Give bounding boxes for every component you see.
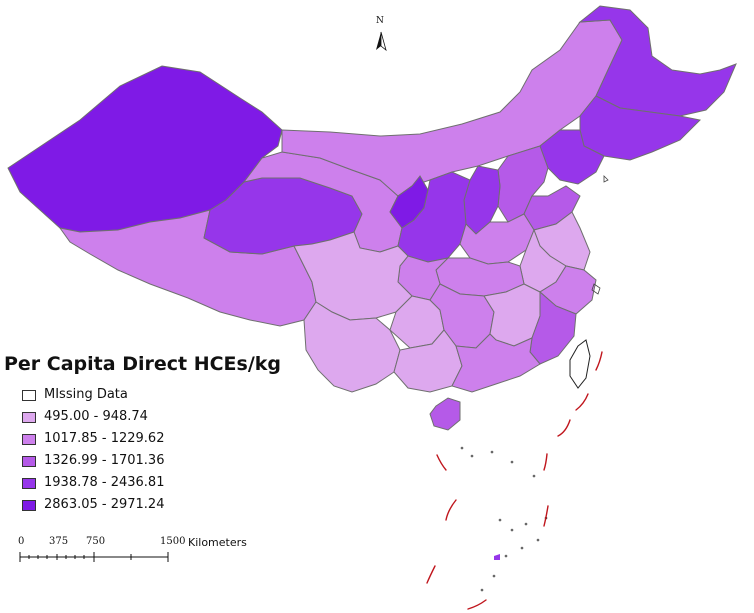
legend-swatch [22, 500, 36, 511]
region-hainan [429, 397, 461, 431]
coastal-islands [460, 175, 609, 592]
legend-label: 1017.85 - 1229.62 [44, 431, 165, 446]
scale-tick-1500: 1500 [160, 536, 186, 547]
legend-swatch [22, 478, 36, 489]
scale-bar-graphic [19, 552, 169, 562]
scale-units: Kilometers [188, 536, 247, 549]
scale-bar: 0 375 750 1500 Kilometers [16, 536, 247, 566]
legend-label: 1938.78 - 2436.81 [44, 475, 165, 490]
legend-swatch [22, 390, 36, 401]
legend-swatch [22, 456, 36, 467]
legend-label: MIssing Data [44, 387, 128, 402]
legend-title: Per Capita Direct HCEs/kg [4, 353, 282, 375]
legend-label: 2863.05 - 2971.24 [44, 497, 165, 512]
island-purple [494, 554, 500, 560]
region-guangdong [451, 333, 541, 393]
region-taiwan [569, 339, 591, 389]
north-label: N [376, 16, 384, 26]
scale-tick-750: 750 [86, 536, 106, 547]
legend-swatch [22, 412, 36, 423]
north-arrow-icon [376, 31, 387, 52]
south-china-sea-dash-line [426, 351, 603, 610]
region-heilongjiang [578, 5, 737, 117]
legend-swatch [22, 434, 36, 445]
legend-label: 1326.99 - 1701.36 [44, 453, 165, 468]
legend-label: 495.00 - 948.74 [44, 409, 148, 424]
scale-tick-0: 0 [18, 536, 25, 547]
region-liaoning [539, 129, 605, 185]
scale-tick-375: 375 [49, 536, 69, 547]
